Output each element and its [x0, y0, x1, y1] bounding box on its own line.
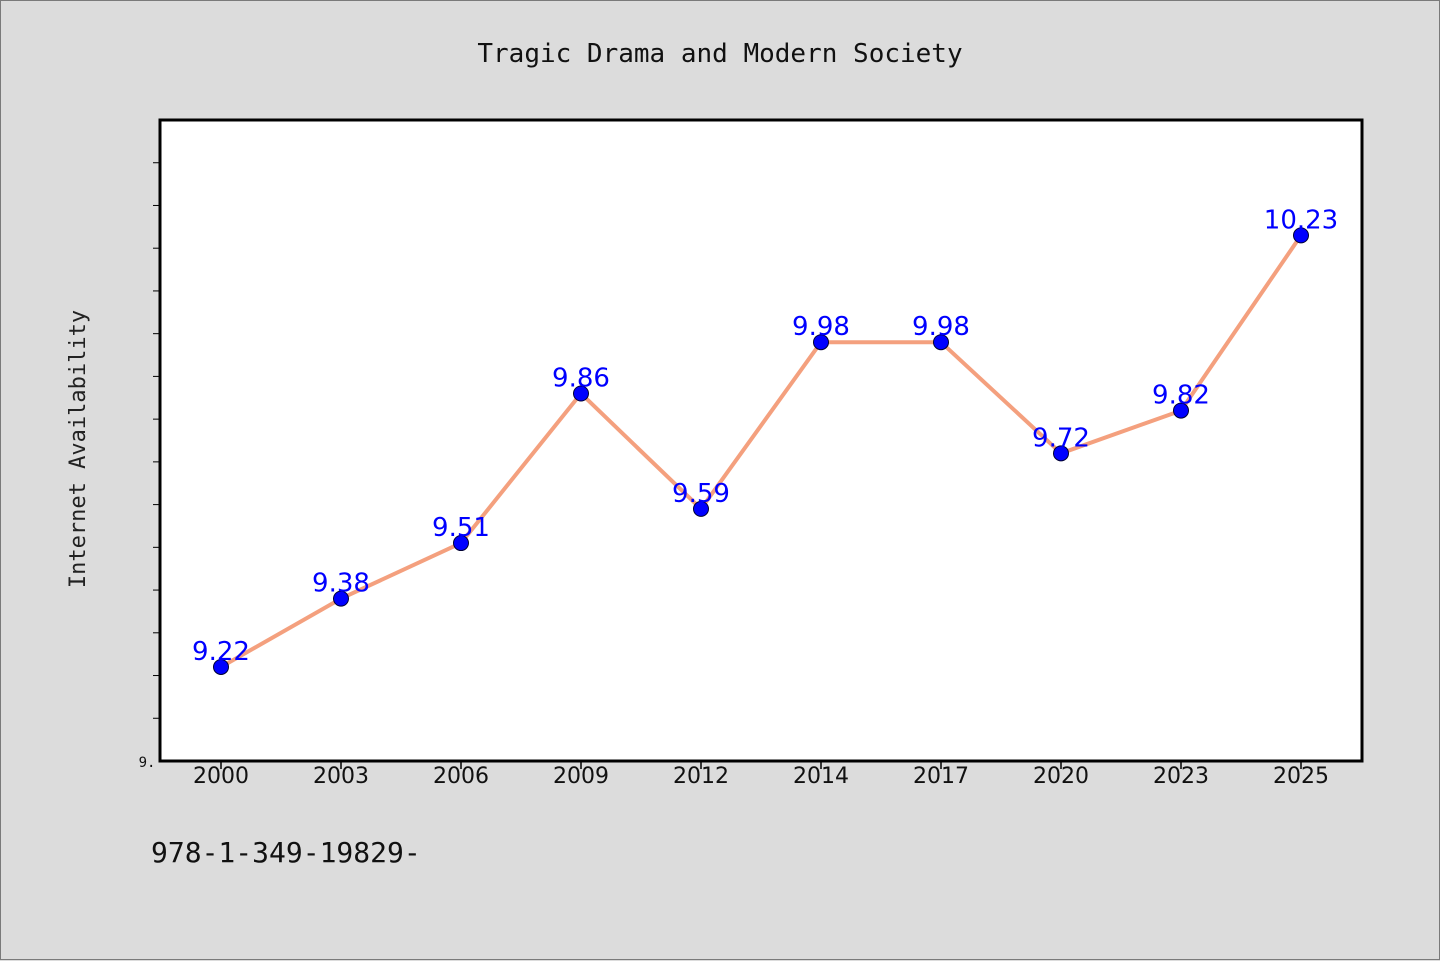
x-tick-label: 2014 — [793, 764, 849, 789]
data-point-marker — [1173, 402, 1189, 419]
x-axis-tick-labels: 2000 2003 2006 2009 2012 2014 2017 2020 2023 2025 — [193, 764, 1329, 789]
plot-area — [158, 118, 1364, 763]
data-label: 9.98 — [792, 312, 850, 342]
x-tick-label: 2023 — [1153, 764, 1209, 789]
x-tick-label: 2012 — [673, 764, 729, 789]
data-label: 9.22 — [192, 637, 250, 667]
x-tick-label: 2000 — [193, 764, 249, 789]
x-tick-label: 2017 — [913, 764, 969, 789]
x-tick-label: 2009 — [553, 764, 609, 789]
data-label: 9.98 — [912, 312, 970, 342]
data-point-marker — [1293, 227, 1309, 244]
data-point-marker — [453, 535, 469, 552]
chart-title: Tragic Drama and Modern Society — [477, 39, 962, 69]
data-point-marker — [333, 590, 349, 607]
data-label: 9.86 — [552, 363, 610, 393]
data-label: 9.51 — [432, 513, 490, 543]
data-point-marker — [1053, 445, 1069, 462]
data-point-marker — [573, 385, 589, 402]
footer-isbn-text: 978-1-349-19829- — [151, 836, 421, 869]
y-axis-label: Internet Availability — [66, 310, 91, 588]
data-point-marker — [933, 334, 949, 351]
x-tick-label: 2006 — [433, 764, 489, 789]
data-point-marker — [213, 658, 229, 675]
x-axis-ticks — [220, 761, 1302, 769]
data-label: 10.23 — [1264, 205, 1338, 235]
data-label: 9.82 — [1152, 381, 1210, 411]
series-line — [219, 233, 1303, 669]
x-tick-label: 2020 — [1033, 764, 1089, 789]
x-tick-label: 2025 — [1273, 764, 1329, 789]
x-tick-label: 2003 — [313, 764, 369, 789]
data-point-marker — [693, 500, 709, 517]
data-point-marker — [813, 334, 829, 351]
data-series: 9.22 9.38 9.51 9.86 9.59 9.98 9.98 9.72 9.82 10.2… — [192, 205, 1338, 675]
y-axis-ticks — [153, 162, 160, 719]
data-label: 9.72 — [1032, 423, 1090, 453]
data-label: 9.59 — [672, 479, 730, 509]
data-label: 9.38 — [312, 569, 370, 599]
y-tick-label: 9. — [139, 755, 156, 771]
